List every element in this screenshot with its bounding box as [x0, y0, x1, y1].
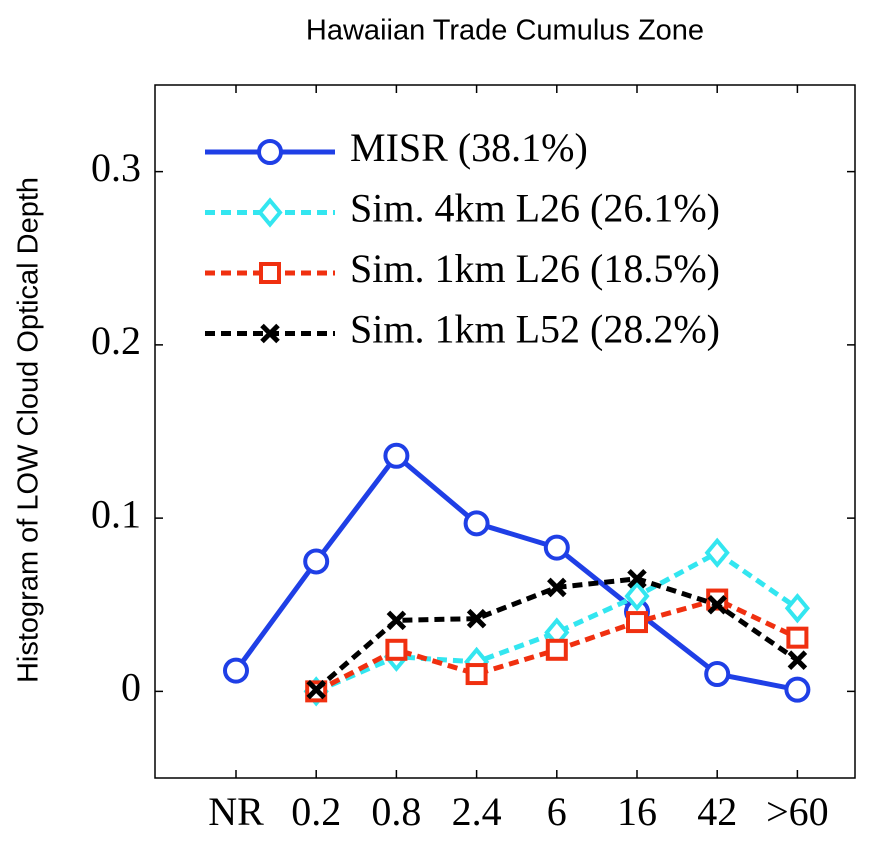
data-point	[547, 577, 567, 598]
chart-title: Hawaiian Trade Cumulus Zone	[306, 15, 704, 47]
y-tick-label: 0.3	[91, 145, 141, 190]
data-point	[704, 661, 731, 688]
legend-label: Sim. 4km L26 (26.1%)	[350, 186, 720, 231]
x-tick-label: NR	[208, 789, 264, 834]
x-tick-label: 6	[547, 789, 567, 834]
data-point	[626, 611, 648, 634]
y-tick-label: 0.1	[91, 491, 141, 536]
data-point	[386, 610, 407, 631]
data-point	[465, 663, 488, 686]
legend-label: Sim. 1km L52 (28.2%)	[350, 307, 720, 352]
legend-marker	[257, 197, 283, 228]
data-point	[385, 638, 408, 661]
data-point	[784, 676, 811, 703]
y-axis-label: Histogram of LOW Cloud Optical Depth	[13, 177, 45, 683]
legend-marker	[257, 139, 283, 165]
data-point	[784, 593, 811, 624]
x-tick-label: 0.2	[291, 789, 341, 834]
data-point	[545, 638, 568, 661]
data-point	[303, 548, 330, 575]
y-tick-label: 0	[121, 665, 141, 710]
data-point	[383, 442, 410, 469]
x-tick-label: 16	[617, 789, 657, 834]
data-point	[624, 580, 650, 612]
x-tick-label: 42	[697, 789, 737, 834]
legend-marker	[260, 323, 280, 344]
legend-label: Sim. 1km L26 (18.5%)	[350, 246, 720, 291]
data-point	[223, 657, 249, 684]
data-point	[704, 537, 730, 568]
data-point	[306, 679, 326, 700]
data-point	[543, 534, 570, 561]
data-point	[463, 510, 490, 537]
data-point	[707, 594, 727, 615]
data-point	[466, 608, 487, 629]
y-tick-label: 0.2	[91, 318, 141, 363]
legend-label: MISR (38.1%)	[350, 125, 588, 170]
data-point	[786, 626, 809, 649]
data-point	[787, 650, 808, 670]
series-line	[233, 452, 798, 693]
plot-frame	[154, 84, 856, 779]
x-tick-label: 0.8	[371, 789, 421, 834]
legend-marker	[259, 262, 281, 284]
x-tick-label: 2.4	[452, 789, 502, 834]
data-point	[627, 568, 647, 589]
x-tick-label: >60	[766, 789, 829, 834]
